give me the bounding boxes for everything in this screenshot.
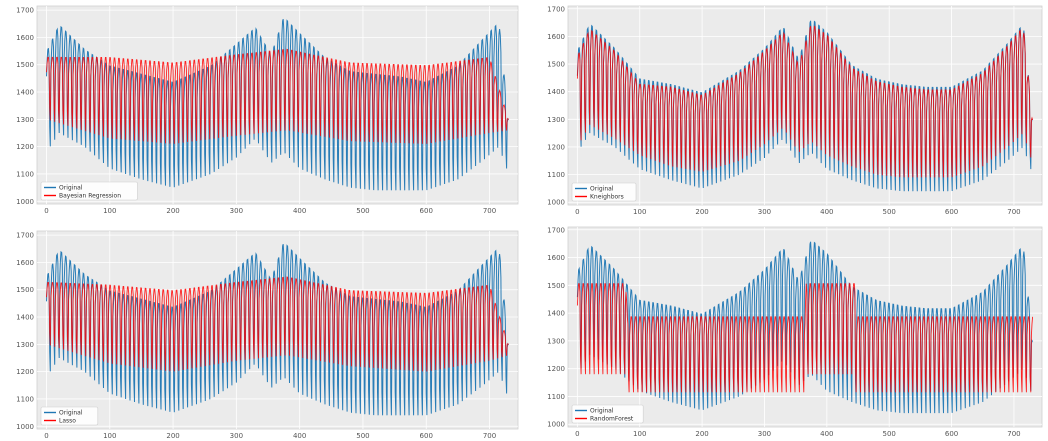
chart-bottom-left: 0 100 200 300 400 500 600 700 1000 1100 1200 1300 14… (16, 230, 519, 440)
legend-label: Original (59, 410, 83, 417)
x-tick-label: 700 (483, 432, 496, 440)
y-tick-label: 1000 (547, 421, 565, 429)
series-line-lasso (46, 276, 509, 372)
y-tick-label: 1300 (16, 341, 34, 349)
legend (40, 181, 138, 201)
y-tick-label: 1100 (16, 170, 34, 178)
x-tick-label: 500 (356, 432, 369, 440)
x-tick-label: 400 (293, 432, 306, 440)
y-tick-label: 1600 (547, 33, 565, 41)
plot-area (567, 5, 1043, 206)
y-tick-label: 1700 (547, 226, 565, 234)
y-tick-label: 1300 (16, 116, 34, 124)
y-tick-label: 1100 (547, 171, 565, 179)
chart-bottom-right: 0 100 200 300 400 500 600 700 1000 1100 1200 1300 14… (547, 226, 1043, 438)
y-tick-label: 1700 (16, 7, 34, 15)
legend-label: Kneighbors (590, 194, 624, 201)
series-line-bayesian-regression (46, 48, 509, 144)
y-tick-label: 1700 (16, 232, 34, 240)
x-tick-label: 0 (575, 430, 579, 438)
y-tick-label: 1400 (16, 314, 34, 322)
x-tick-label: 700 (1007, 208, 1020, 216)
legend-label: Bayesian Regression (59, 193, 121, 200)
y-tick-label: 1000 (16, 198, 34, 206)
x-tick-label: 100 (633, 208, 646, 216)
x-tick-label: 300 (758, 430, 771, 438)
x-tick-label: 0 (44, 207, 48, 215)
legend (571, 182, 637, 202)
x-tick-label: 100 (103, 207, 116, 215)
series-line-original (46, 18, 509, 191)
y-tick-label: 1500 (16, 286, 34, 294)
y-tick-label: 1200 (16, 143, 34, 151)
y-tick-label: 1400 (16, 89, 34, 97)
x-tick-label: 600 (945, 430, 958, 438)
x-tick-label: 400 (820, 430, 833, 438)
series-line-kneighbors (576, 25, 1034, 178)
y-tick-label: 1600 (547, 254, 565, 262)
chart-top-left: 0 100 200 300 400 500 600 700 1000 1100 1200 1300 14… (16, 5, 519, 215)
y-tick-label: 1000 (16, 423, 34, 431)
series-line-randomforest (576, 283, 1034, 393)
legend-label: Lasso (59, 418, 76, 425)
chart-top-right: 0 100 200 300 400 500 600 700 1000 1100 1200 1300 14… (547, 5, 1043, 216)
y-tick-label: 1600 (16, 259, 34, 267)
y-tick-label: 1500 (547, 61, 565, 69)
x-tick-label: 0 (44, 432, 48, 440)
x-tick-label: 600 (945, 208, 958, 216)
legend-label: RandomForest (590, 416, 634, 423)
x-tick-label: 200 (695, 208, 708, 216)
x-tick-label: 100 (103, 432, 116, 440)
legend-label: Original (59, 185, 83, 192)
legend-label: Original (590, 408, 614, 415)
x-tick-label: 200 (695, 430, 708, 438)
x-tick-label: 400 (293, 207, 306, 215)
y-tick-label: 1300 (547, 337, 565, 345)
x-tick-label: 300 (230, 207, 243, 215)
y-tick-label: 1400 (547, 88, 565, 96)
y-tick-label: 1500 (16, 61, 34, 69)
x-tick-label: 100 (633, 430, 646, 438)
x-tick-label: 600 (420, 432, 433, 440)
x-tick-label: 200 (166, 207, 179, 215)
y-tick-label: 1000 (547, 199, 565, 207)
y-tick-label: 1200 (16, 368, 34, 376)
y-tick-label: 1600 (16, 34, 34, 42)
x-tick-label: 300 (758, 208, 771, 216)
x-tick-label: 500 (356, 207, 369, 215)
y-tick-label: 1100 (16, 395, 34, 403)
x-tick-label: 700 (1007, 430, 1020, 438)
y-tick-label: 1500 (547, 282, 565, 290)
x-tick-label: 600 (420, 207, 433, 215)
legend (571, 404, 644, 424)
y-tick-label: 1300 (547, 116, 565, 124)
x-tick-label: 400 (820, 208, 833, 216)
y-tick-label: 1200 (547, 365, 565, 373)
x-tick-label: 300 (230, 432, 243, 440)
y-tick-label: 1200 (547, 143, 565, 151)
x-tick-label: 700 (483, 207, 496, 215)
x-tick-label: 0 (575, 208, 579, 216)
y-tick-label: 1100 (547, 393, 565, 401)
x-tick-label: 200 (166, 432, 179, 440)
y-tick-label: 1700 (547, 5, 565, 13)
x-tick-label: 500 (883, 208, 896, 216)
series-line-original (46, 243, 509, 416)
legend-label: Original (590, 186, 614, 193)
x-tick-label: 500 (883, 430, 896, 438)
y-tick-label: 1400 (547, 310, 565, 318)
